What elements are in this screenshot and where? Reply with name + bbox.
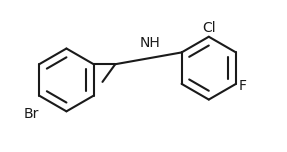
Text: NH: NH bbox=[140, 36, 161, 50]
Text: Cl: Cl bbox=[202, 21, 216, 35]
Text: F: F bbox=[239, 79, 247, 93]
Text: Br: Br bbox=[24, 107, 39, 121]
